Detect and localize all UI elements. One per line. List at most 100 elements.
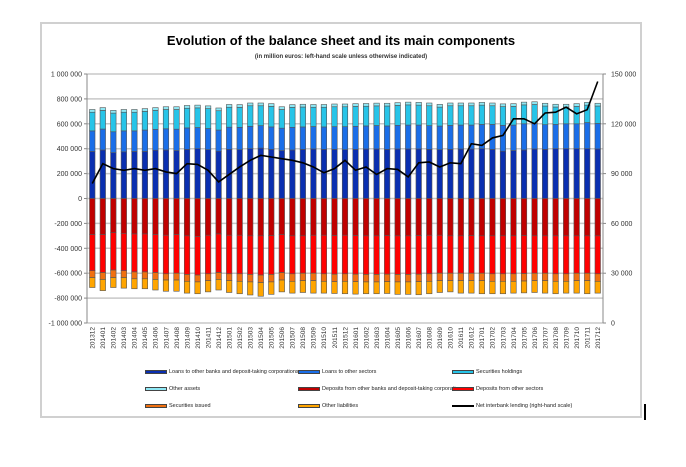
- bar-segment: [584, 122, 591, 150]
- bar-segment: [131, 151, 138, 199]
- bar-segment: [131, 271, 138, 280]
- legend-label: Other liabilities: [322, 403, 359, 409]
- legend-item: Other liabilities: [298, 403, 358, 409]
- bar-segment: [426, 280, 433, 295]
- bar-segment: [447, 280, 454, 293]
- bar-segment: [415, 102, 422, 106]
- bar-segment: [436, 234, 443, 274]
- bar-segment: [373, 105, 380, 126]
- bar-segment: [394, 198, 401, 237]
- bar-segment: [594, 198, 601, 237]
- bar-segment: [173, 128, 180, 151]
- bar-segment: [310, 106, 317, 127]
- bar-segment: [99, 149, 106, 199]
- bar-segment: [405, 124, 412, 150]
- y-tick-label: -1 000 000: [49, 321, 83, 328]
- bar-segment: [373, 274, 380, 283]
- bar-segment: [226, 106, 233, 128]
- bar-segment: [331, 281, 338, 294]
- bar-segment: [162, 109, 170, 130]
- bar-segment: [373, 102, 380, 107]
- legend-swatch: [452, 405, 474, 407]
- x-tick-label: 201505: [269, 327, 276, 349]
- bar-segment: [194, 281, 201, 295]
- bar-segment: [331, 106, 338, 127]
- bar-segment: [384, 125, 391, 150]
- bar-segment: [331, 273, 338, 282]
- x-tick-label: 201610: [448, 327, 455, 349]
- bar-segment: [552, 198, 559, 237]
- bar-segment: [215, 198, 222, 235]
- bar-segment: [394, 124, 401, 150]
- bar-segment: [247, 198, 254, 237]
- bar-segment: [415, 124, 422, 150]
- x-tick-label: 201607: [416, 327, 423, 349]
- legend-label: Loans to other banks and deposit-taking …: [169, 369, 299, 375]
- bar-segment: [531, 104, 538, 124]
- bar-segment: [320, 149, 327, 199]
- bar-segment: [373, 125, 380, 150]
- bar-segment: [310, 104, 317, 108]
- bar-segment: [152, 128, 159, 151]
- bar-segment: [268, 198, 275, 236]
- bar-segment: [426, 102, 433, 107]
- bar-segment: [99, 234, 106, 273]
- x-tick-label: 201507: [290, 327, 297, 349]
- bar-segment: [584, 198, 591, 237]
- legend-label: Deposits from other sectors: [476, 386, 544, 392]
- bar-segment: [268, 103, 275, 107]
- bar-segment: [352, 125, 359, 150]
- x-tick-label: 201409: [184, 327, 191, 349]
- bar-segment: [141, 198, 148, 235]
- bar-segment: [247, 148, 254, 199]
- bar-segment: [552, 103, 559, 108]
- bar-segment: [510, 235, 517, 275]
- bar-segment: [415, 104, 422, 126]
- bar-segment: [173, 106, 180, 110]
- x-tick-label: 201504: [258, 327, 265, 349]
- bar-segment: [415, 198, 422, 236]
- bar-segment: [457, 148, 464, 199]
- bar-segment: [236, 126, 243, 150]
- bar-segment: [194, 107, 201, 128]
- bar-segment: [394, 235, 401, 275]
- x-tick-label: 201605: [395, 327, 402, 349]
- bar-segment: [457, 280, 464, 294]
- bar-segment: [341, 103, 349, 108]
- bar-segment: [331, 149, 338, 199]
- bar-segment: [131, 278, 138, 290]
- bar-segment: [278, 279, 285, 293]
- x-tick-label: 201709: [563, 327, 570, 349]
- bar-segment: [236, 107, 243, 128]
- bar-segment: [331, 198, 338, 236]
- bar-segment: [373, 235, 380, 275]
- bar-segment: [573, 235, 580, 274]
- chart-frame: [40, 22, 642, 418]
- bar-segment: [510, 273, 517, 282]
- bar-segment: [205, 149, 212, 199]
- bar-segment: [415, 235, 422, 275]
- bar-segment: [194, 198, 201, 237]
- legend-label: Deposits from other banks and deposit-ta…: [322, 386, 465, 392]
- bar-segment: [510, 103, 517, 107]
- bar-segment: [299, 103, 306, 108]
- bar-segment: [457, 235, 464, 274]
- bar-segment: [552, 124, 559, 150]
- bar-segment: [478, 104, 485, 125]
- y-tick-label: -800 000: [54, 296, 82, 303]
- bar-segment: [542, 235, 549, 274]
- x-tick-label: 201611: [458, 327, 465, 349]
- bar-segment: [183, 198, 191, 237]
- bar-segment: [257, 235, 264, 276]
- x-tick-label: 201510: [321, 327, 328, 349]
- bar-segment: [520, 104, 528, 125]
- bar-segment: [510, 280, 517, 294]
- x-tick-label: 201701: [479, 327, 486, 349]
- bar-segment: [542, 149, 549, 199]
- x-tick-label: 201509: [311, 327, 318, 349]
- bar-segment: [205, 198, 212, 236]
- bar-segment: [573, 280, 580, 294]
- bar-segment: [520, 198, 528, 236]
- bar-segment: [120, 233, 127, 272]
- bar-segment: [183, 235, 191, 275]
